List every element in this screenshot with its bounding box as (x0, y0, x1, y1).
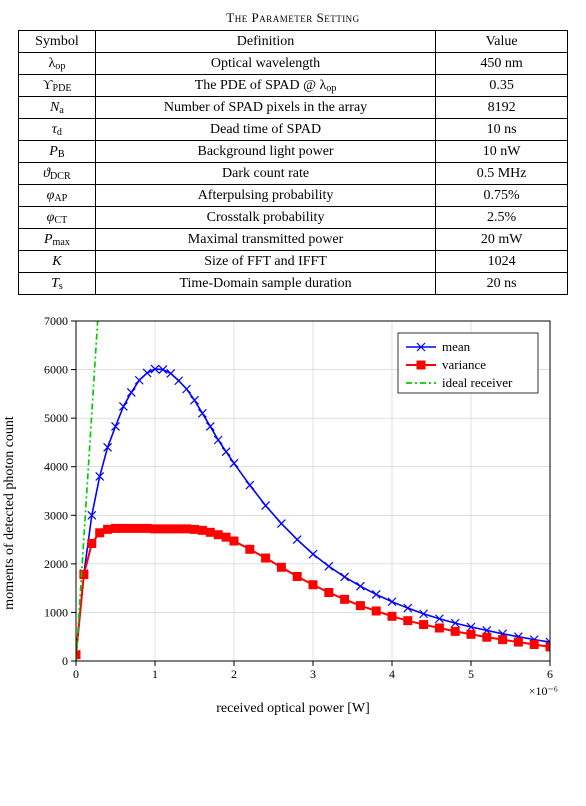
cell-symbol: τd (19, 119, 96, 141)
cell-symbol: Na (19, 97, 96, 119)
table-row: PmaxMaximal transmitted power20 mW (19, 229, 568, 251)
svg-text:7000: 7000 (44, 314, 68, 328)
cell-value: 10 ns (436, 119, 568, 141)
cell-value: 0.75% (436, 185, 568, 207)
chart-container: moments of detected photon count 0123456… (18, 313, 568, 713)
cell-definition: Maximal transmitted power (95, 229, 435, 251)
svg-text:5: 5 (468, 667, 474, 681)
table-row: TsTime-Domain sample duration20 ns (19, 273, 568, 295)
x-axis-exponent: ×10⁻⁶ (529, 684, 558, 699)
cell-definition: Size of FFT and IFFT (95, 251, 435, 273)
table-row: φCTCrosstalk probability2.5% (19, 207, 568, 229)
cell-definition: Dead time of SPAD (95, 119, 435, 141)
cell-definition: Dark count rate (95, 163, 435, 185)
table-row: PBBackground light power10 nW (19, 141, 568, 163)
svg-text:6000: 6000 (44, 363, 68, 377)
svg-text:2000: 2000 (44, 557, 68, 571)
cell-definition: Number of SPAD pixels in the array (95, 97, 435, 119)
cell-symbol: K (19, 251, 96, 273)
cell-symbol: φCT (19, 207, 96, 229)
cell-value: 2.5% (436, 207, 568, 229)
cell-definition: Crosstalk probability (95, 207, 435, 229)
table-row: φAPAfterpulsing probability0.75% (19, 185, 568, 207)
cell-symbol: Pmax (19, 229, 96, 251)
cell-value: 10 nW (436, 141, 568, 163)
cell-definition: Time-Domain sample duration (95, 273, 435, 295)
cell-value: 0.5 MHz (436, 163, 568, 185)
table-row: τdDead time of SPAD10 ns (19, 119, 568, 141)
cell-value: 0.35 (436, 75, 568, 97)
cell-definition: Optical wavelength (95, 53, 435, 75)
svg-text:0: 0 (73, 667, 79, 681)
svg-text:mean: mean (442, 339, 471, 354)
table-row: λopOptical wavelength450 nm (19, 53, 568, 75)
svg-text:1000: 1000 (44, 605, 68, 619)
cell-value: 20 ns (436, 273, 568, 295)
svg-text:2: 2 (231, 667, 237, 681)
svg-text:3: 3 (310, 667, 316, 681)
x-axis-label: received optical power [W] (216, 701, 370, 717)
cell-symbol: ϑDCR (19, 163, 96, 185)
cell-definition: Background light power (95, 141, 435, 163)
table-row: ϒPDEThe PDE of SPAD @ λop0.35 (19, 75, 568, 97)
y-axis-label: moments of detected photon count (2, 416, 18, 610)
header-value: Value (436, 31, 568, 53)
cell-symbol: Ts (19, 273, 96, 295)
table-row: KSize of FFT and IFFT1024 (19, 251, 568, 273)
svg-text:variance: variance (442, 357, 486, 372)
header-definition: Definition (95, 31, 435, 53)
parameter-table: Symbol Definition Value λopOptical wavel… (18, 30, 568, 295)
cell-value: 20 mW (436, 229, 568, 251)
svg-text:5000: 5000 (44, 411, 68, 425)
cell-symbol: PB (19, 141, 96, 163)
svg-text:4: 4 (389, 667, 395, 681)
cell-value: 8192 (436, 97, 568, 119)
cell-value: 450 nm (436, 53, 568, 75)
chart-svg: 0 1 2 3 4 5 6 0 1000 2000 3000 4000 5000 6000 7000 mean… (18, 313, 568, 713)
header-symbol: Symbol (19, 31, 96, 53)
cell-definition: The PDE of SPAD @ λop (95, 75, 435, 97)
cell-definition: Afterpulsing probability (95, 185, 435, 207)
table-row: ϑDCRDark count rate0.5 MHz (19, 163, 568, 185)
svg-text:6: 6 (547, 667, 553, 681)
svg-text:ideal receiver: ideal receiver (442, 375, 513, 390)
svg-text:1: 1 (152, 667, 158, 681)
table-caption: The Parameter Setting (18, 10, 568, 26)
cell-symbol: φAP (19, 185, 96, 207)
table-header-row: Symbol Definition Value (19, 31, 568, 53)
svg-text:0: 0 (62, 654, 68, 668)
cell-symbol: λop (19, 53, 96, 75)
svg-text:3000: 3000 (44, 508, 68, 522)
cell-symbol: ϒPDE (19, 75, 96, 97)
table-row: NaNumber of SPAD pixels in the array8192 (19, 97, 568, 119)
svg-text:4000: 4000 (44, 460, 68, 474)
cell-value: 1024 (436, 251, 568, 273)
